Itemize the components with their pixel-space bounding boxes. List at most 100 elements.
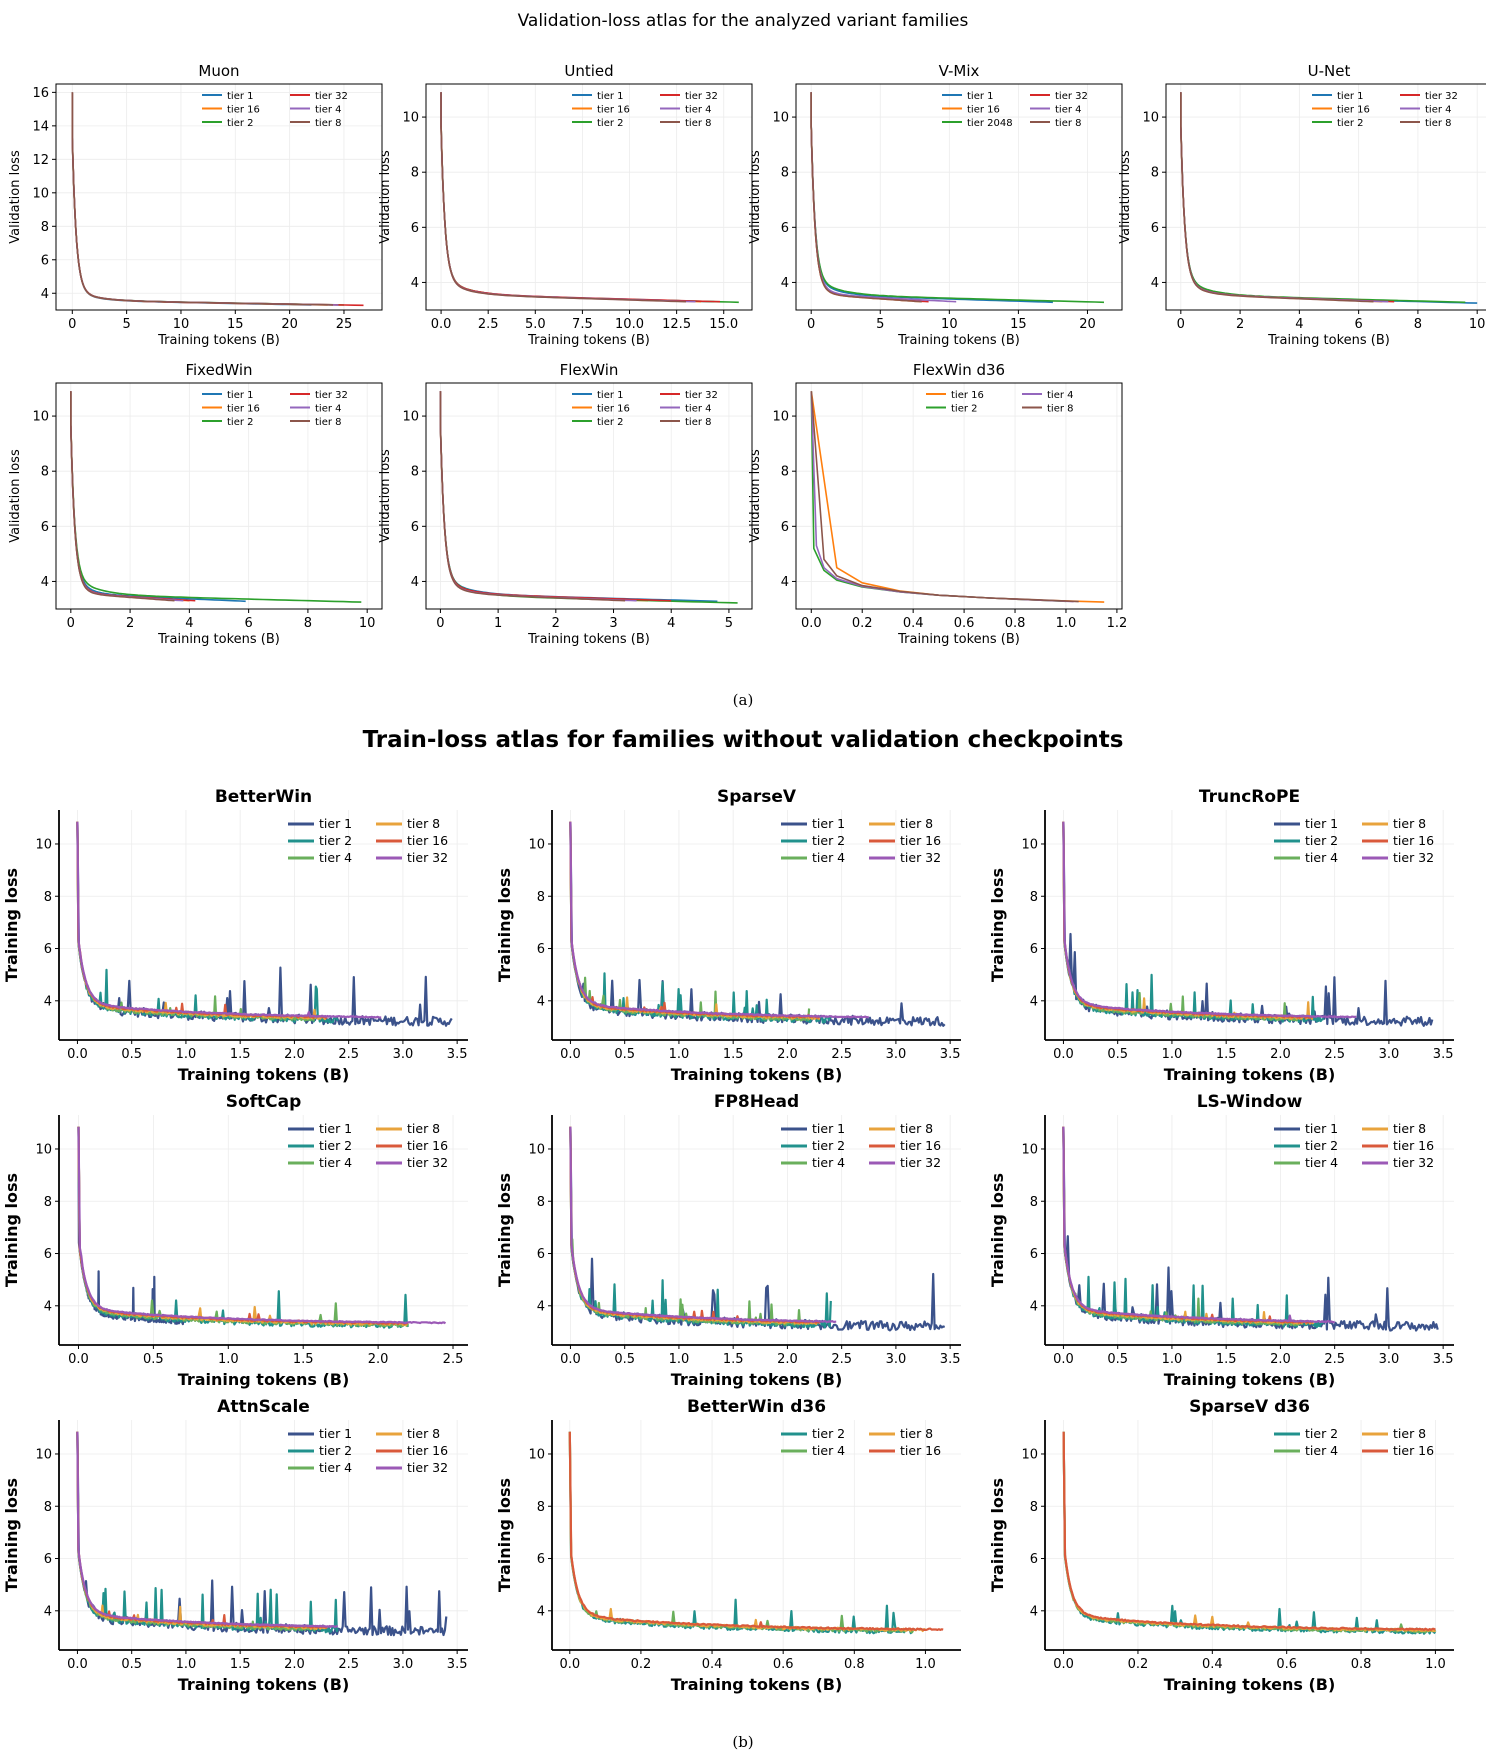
legend-label: tier 4 [319, 1460, 352, 1475]
x-tick-label: 2.5 [831, 1352, 852, 1367]
y-tick-label: 12 [32, 153, 49, 168]
series-line-tier-8 [569, 1126, 821, 1326]
x-tick-label: 3.0 [1379, 1352, 1400, 1367]
legend: tier 1 tier 2 tier 4 tier 8 tier 16 tier 32 [288, 1121, 448, 1170]
legend-label: tier 16 [227, 404, 260, 415]
series-group [1180, 92, 1478, 304]
y-tick-label: 6 [781, 221, 789, 236]
y-axis-label: Validation loss [378, 150, 393, 244]
subplot-title: Untied [564, 62, 613, 80]
legend-label: tier 32 [407, 1155, 448, 1170]
legend-label: tier 8 [407, 816, 440, 831]
y-tick-label: 10 [1021, 837, 1038, 852]
x-tick-label: 0.5 [1107, 1047, 1128, 1062]
legend-label: tier 2 [597, 417, 624, 428]
y-tick-label: 10 [32, 410, 49, 425]
y-axis-label: Training loss [988, 1173, 1007, 1287]
y-axis-label: Training loss [988, 868, 1007, 982]
x-tick-label: 1.5 [230, 1047, 251, 1062]
y-tick-label: 10 [1021, 1142, 1038, 1157]
subplot-title: U-Net [1308, 62, 1351, 80]
x-tick-label: 0.0 [67, 1657, 88, 1672]
series-line-tier-8 [440, 92, 687, 303]
x-tick-label: 1 [494, 616, 502, 631]
legend-label: tier 32 [685, 91, 718, 102]
x-tick-label: 7.5 [572, 317, 593, 332]
series-line-tier-8 [1180, 92, 1374, 303]
x-tick-label: 1.2 [1107, 616, 1128, 631]
series-line-tier-16 [568, 1431, 944, 1631]
series-line-tier-2 [569, 1126, 832, 1329]
series-group [1062, 821, 1434, 1027]
legend-label: tier 2 [1337, 118, 1364, 129]
subplot-title: BetterWin d36 [687, 1397, 826, 1417]
x-tick-label: 3.5 [1433, 1352, 1454, 1367]
legend-label: tier 1 [227, 390, 254, 401]
x-tick-label: 0.2 [852, 616, 873, 631]
series-line-tier-8 [568, 1431, 926, 1632]
y-tick-label: 10 [35, 1142, 52, 1157]
y-axis-label: Training loss [2, 868, 21, 982]
series-line-tier-4 [569, 1126, 811, 1326]
series-group [76, 1431, 448, 1637]
series-line-tier-32 [440, 92, 721, 303]
subplot-sparsev: 0.0 0.5 1.0 1.5 2.0 2.5 3.0 3.5 4 6 8 10 SparseV Trai… [495, 787, 961, 1084]
x-tick-label: 2.5 [338, 1657, 359, 1672]
y-tick-label: 4 [44, 1299, 52, 1314]
y-tick-label: 10 [1021, 1447, 1038, 1462]
x-tick-label: 1.5 [293, 1352, 314, 1367]
y-tick-label: 4 [537, 1299, 545, 1314]
x-tick-label: 8 [1414, 317, 1422, 332]
legend-label: tier 16 [900, 1138, 941, 1153]
series-line-tier-8 [810, 391, 1079, 603]
subplot-title: SparseV [717, 787, 797, 807]
y-tick-label: 10 [32, 186, 49, 201]
legend-label: tier 16 [1393, 1443, 1434, 1458]
series-group [569, 1126, 946, 1332]
series-line-tier-8 [439, 391, 626, 602]
legend-label: tier 2 [597, 118, 624, 129]
series-line-tier-8 [71, 92, 334, 306]
series-group [1062, 1431, 1437, 1635]
x-tick-label: 6 [244, 616, 252, 631]
legend-label: tier 2 [1305, 1138, 1338, 1153]
subplot-flexwin: 0 1 2 3 4 5 4 6 8 10 FlexWin Training tokens (B) Val… [378, 361, 753, 647]
series-line-tier-1 [439, 391, 718, 603]
series-line-tier-4 [1062, 1431, 1437, 1634]
x-tick-label: 0.6 [1276, 1657, 1297, 1672]
x-tick-label: 4 [185, 616, 193, 631]
legend-label: tier 32 [407, 850, 448, 865]
legend: tier 16 tier 2 tier 4 tier 8 [926, 390, 1074, 415]
series-line-tier-32 [77, 1126, 447, 1325]
x-tick-label: 2.5 [478, 317, 499, 332]
x-tick-label: 0.6 [773, 1657, 794, 1672]
x-tick-label: 1.5 [723, 1047, 744, 1062]
y-tick-label: 8 [1030, 1195, 1038, 1210]
legend: tier 1 tier 16 tier 2 tier 32 tier 4 tier 8 [1312, 91, 1458, 129]
y-axis-label: Training loss [2, 1478, 21, 1592]
series-line-tier-4 [810, 391, 1074, 603]
legend-label: tier 2 [227, 118, 254, 129]
subplot-softcap: 0.0 0.5 1.0 1.5 2.0 2.5 4 6 8 10 SoftCap Training t… [2, 1092, 468, 1389]
subplot-ls-window: 0.0 0.5 1.0 1.5 2.0 2.5 3.0 3.5 4 6 8 10 LS-Window Tr… [988, 1092, 1454, 1389]
y-tick-label: 8 [44, 1195, 52, 1210]
axes-frame [425, 382, 753, 610]
y-tick-label: 4 [1030, 1604, 1038, 1619]
y-tick-label: 10 [772, 111, 789, 126]
axes-frame [795, 83, 1123, 311]
series-line-tier-16 [76, 821, 328, 1019]
legend-label: tier 2048 [967, 118, 1013, 129]
x-tick-label: 0.2 [1128, 1657, 1149, 1672]
legend-label: tier 8 [1055, 118, 1082, 129]
y-axis-label: Validation loss [748, 150, 763, 244]
x-tick-label: 2.0 [1270, 1047, 1291, 1062]
series-line-tier-16 [77, 1126, 409, 1326]
x-tick-label: 10 [359, 616, 376, 631]
legend-label: tier 1 [319, 1426, 352, 1441]
legend-label: tier 2 [1305, 833, 1338, 848]
x-tick-label: 0 [807, 317, 815, 332]
legend-label: tier 1 [1305, 816, 1338, 831]
x-tick-label: 0.0 [67, 1047, 88, 1062]
x-tick-label: 8 [304, 616, 312, 631]
